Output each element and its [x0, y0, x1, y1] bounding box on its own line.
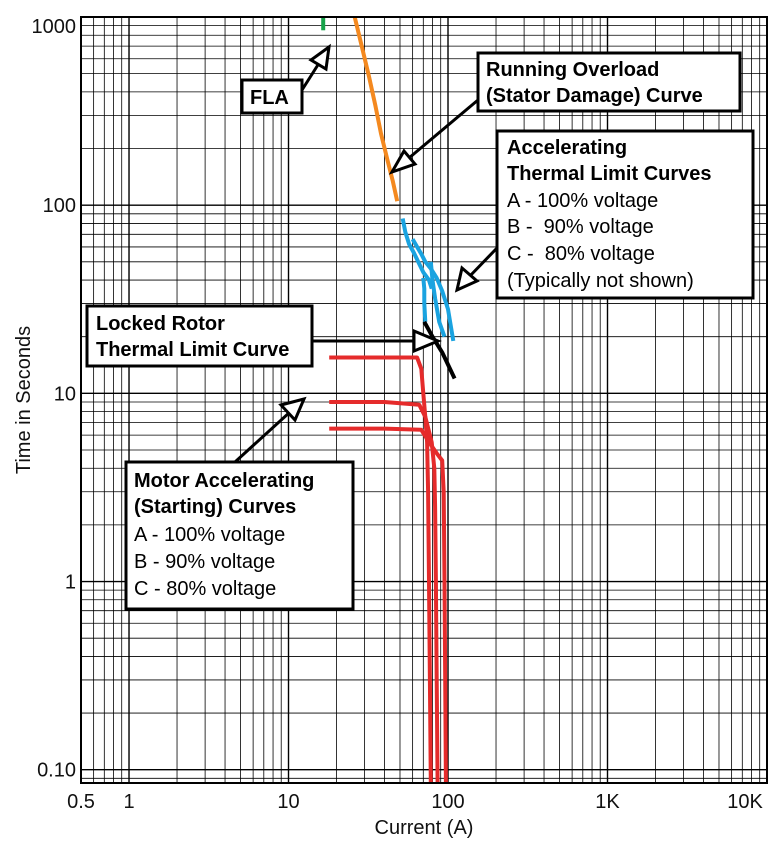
- tick-labels: 0.5 1 10 100 1K 10K 0.10 1 10 100 1000: [32, 16, 764, 813]
- accelerating-thermal-line-1: Accelerating: [507, 137, 627, 159]
- locked-rotor-callout: Locked Rotor Thermal Limit Curve: [85, 304, 314, 368]
- motor-accelerating-box: [124, 460, 355, 611]
- running-overload-line-1: Running Overload: [486, 59, 659, 81]
- locked-rotor-arrow-head: [412, 328, 442, 354]
- annotation-arrows: [233, 43, 499, 464]
- motor-accelerating-line-5: C - 80% voltage: [134, 578, 276, 600]
- y-tick-label: 1: [65, 572, 76, 594]
- motor-accelerating-callout: Motor Accelerating (Starting) Curves A -…: [124, 460, 355, 611]
- motor-accelerating-line-3: A - 100% voltage: [134, 524, 285, 546]
- series-line: [329, 400, 440, 784]
- accelerating-thermal-callout: Accelerating Thermal Limit Curves A - 10…: [495, 129, 755, 300]
- running-overload-callout: Running Overload (Stator Damage) Curve: [476, 51, 742, 113]
- accelerating-thermal-line-3: A - 100% voltage: [507, 190, 658, 212]
- accelerating-thermal-line-4: B - 90% voltage: [507, 216, 654, 238]
- locked-rotor-line-2: Thermal Limit Curve: [96, 339, 289, 361]
- fla-callout: FLA: [240, 78, 304, 115]
- running-overload-line-2: (Stator Damage) Curve: [486, 85, 703, 107]
- motor-accelerating-line-1: Motor Accelerating: [134, 470, 314, 492]
- y-tick-label: 100: [43, 195, 76, 217]
- series-line: [421, 277, 428, 322]
- accelerating-thermal-line-2: Thermal Limit Curves: [507, 163, 712, 185]
- y-axis-title: Time in Seconds: [13, 326, 35, 474]
- motor-accelerating-arrow-line: [233, 410, 292, 464]
- y-tick-label: 1000: [32, 16, 77, 38]
- motor-accelerating-line-4: B - 90% voltage: [134, 551, 275, 573]
- x-tick-label: 10: [277, 791, 299, 813]
- running-overload-arrow-line: [402, 98, 479, 165]
- running-overload-arrow-head: [388, 148, 418, 175]
- plot-frame: [80, 16, 768, 784]
- accelerating-thermal-arrow-line: [466, 246, 499, 280]
- running-overload-box: [476, 51, 742, 113]
- fla-box: [240, 78, 304, 115]
- fla-arrow-head: [308, 43, 331, 72]
- x-axis-title: Current (A): [375, 817, 474, 839]
- motor-accelerating-line-2: (Starting) Curves: [134, 496, 296, 518]
- x-tick-label: 1K: [595, 791, 620, 813]
- x-tick-label: 10K: [727, 791, 763, 813]
- series-line: [329, 426, 448, 784]
- x-tick-label: 0.5: [67, 791, 95, 813]
- y-tick-label: 10: [54, 383, 76, 405]
- x-tick-label: 100: [431, 791, 464, 813]
- accelerating-thermal-arrow-head: [454, 265, 480, 293]
- accelerating-thermal-box: [495, 129, 755, 300]
- series-line: [422, 320, 457, 380]
- motor-accelerating-arrow-head: [278, 396, 307, 423]
- curves: [321, 16, 457, 784]
- series-line: [428, 261, 447, 338]
- locked-rotor-line-1: Locked Rotor: [96, 313, 225, 335]
- x-tick-label: 1: [123, 791, 134, 813]
- accelerating-thermal-line-5: C - 80% voltage: [507, 243, 655, 265]
- fla-label: FLA: [250, 87, 289, 109]
- series-line: [400, 218, 434, 290]
- accelerating-thermal-line-6: (Typically not shown): [507, 270, 694, 292]
- series-line: [352, 16, 400, 202]
- y-tick-label: 0.10: [37, 760, 76, 782]
- locked-rotor-box: [85, 304, 314, 368]
